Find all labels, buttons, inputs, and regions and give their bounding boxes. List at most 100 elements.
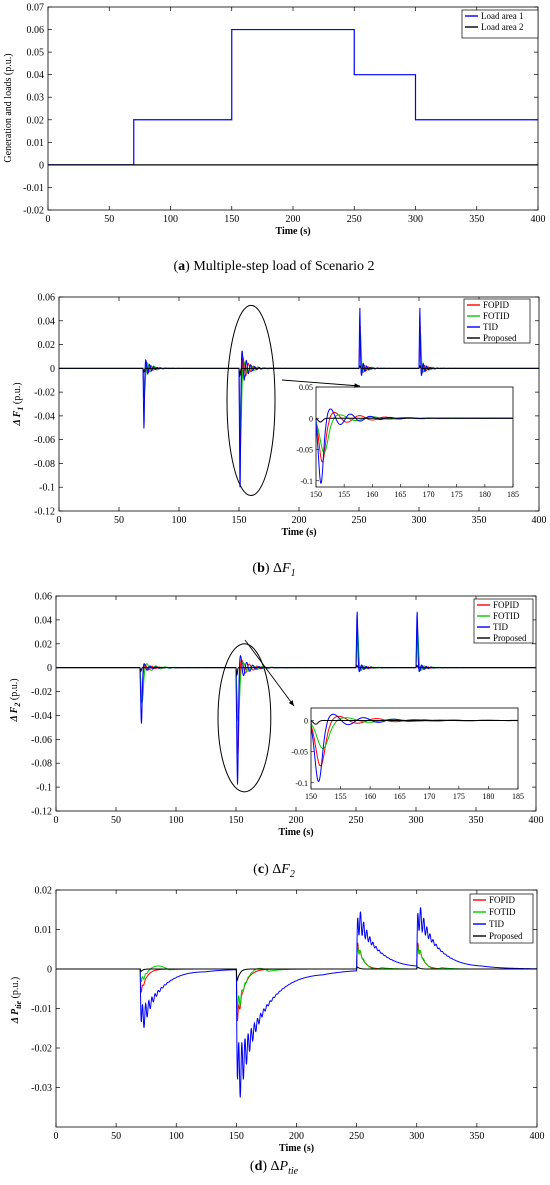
panel-b-inset-xtick-label: 160 (366, 490, 378, 499)
panel-b-legend-label: FOPID (483, 300, 510, 310)
panel-b-ytick-label: -0.1 (39, 483, 55, 494)
panel-c-zoom-arrowhead (288, 700, 294, 706)
panel-c-inset-ytick-label: 0 (304, 716, 308, 725)
panel-d-xtick-label: 0 (54, 1131, 59, 1142)
panel-a-legend-label: Load area 2 (481, 22, 523, 32)
panel-a-xtick-label: 200 (286, 214, 301, 225)
panel-c-inset-xtick-label: 170 (423, 792, 435, 801)
panel-b-caption: (b) ΔF1 (252, 561, 295, 579)
panel-a-xlabel: Time (s) (275, 226, 310, 237)
panel-b-xtick-label: 350 (472, 515, 487, 526)
panel-c-highlight-ellipse (217, 643, 272, 793)
panel-a-ytick-label: 0.07 (27, 3, 45, 14)
panel-c-xtick-label: 150 (229, 815, 244, 826)
panel-b-inset-frame (315, 386, 514, 488)
panel-d-ytick-label: 0.01 (35, 925, 53, 936)
panel-b-plot-area (59, 307, 539, 488)
panel-c-inset-ytick-label: -0.05 (291, 748, 308, 757)
panel-a-xtick-label: 0 (46, 214, 51, 225)
panel-d-legend-label: FOPID (489, 895, 516, 905)
panel-a-plot-area (48, 28, 538, 166)
panel-a-xtick-label: 100 (163, 214, 178, 225)
panel-a-xtick-label: 350 (469, 214, 484, 225)
panel-b-xtick-label: 300 (412, 515, 427, 526)
panel-b-inset-ytick-label: -0.05 (296, 446, 313, 455)
panel-a-ytick-label: 0.01 (27, 138, 45, 149)
panel-a: 0 50 100 150 200 250 300 350 400 -0.02 -0.01 0 0.01 0… (3, 3, 546, 275)
panel-d-ytick-label: -0.02 (31, 1044, 52, 1055)
panel-a-ytick-label: 0.04 (27, 70, 45, 81)
panel-c: 0 50 100 150 200 250 300 350 400 -0.12 -0.1 -0.08 -0… (9, 592, 544, 881)
panel-b-xtick-label: 400 (532, 515, 547, 526)
panel-c-inset-xtick-label: 175 (453, 792, 465, 801)
panel-c-xtick-label: 400 (529, 815, 544, 826)
panel-d-axes-frame (55, 889, 538, 1128)
panel-b-ytick-label: -0.04 (34, 411, 55, 422)
panel-b-ytick-label: 0 (50, 364, 55, 375)
panel-b-highlight-ellipse (226, 304, 276, 497)
panel-a-xtick-label: 150 (224, 214, 239, 225)
panel-c-xtick-label: 300 (409, 815, 424, 826)
panel-a-ytick-label: 0.03 (27, 93, 45, 104)
panel-c-xtick-label: 0 (54, 815, 59, 826)
panel-c-ytick-label: 0.06 (35, 592, 53, 603)
panel-c-legend-label: Proposed (493, 633, 527, 643)
panel-a-ytick-label: 0.02 (27, 115, 45, 126)
panel-b-xtick-label: 50 (114, 515, 124, 526)
panel-c-legend-label: TID (493, 622, 508, 632)
panel-a-series-load-area-1 (48, 28, 538, 166)
panel-c-xtick-label: 50 (111, 815, 121, 826)
panel-b-xtick-label: 200 (292, 515, 307, 526)
panel-b-inset-xtick-label: 165 (394, 490, 406, 499)
panel-b-inset-xtick-label: 185 (507, 490, 519, 499)
panel-c-inset-plot (311, 713, 518, 783)
panel-c-legend-label: FOPID (493, 600, 520, 610)
panel-c-legend (473, 598, 534, 644)
panel-b-inset-ytick-label: 0 (309, 414, 313, 423)
panel-a-ytick-label: 0 (39, 160, 44, 171)
panel-c-caption: (c) ΔF2 (253, 862, 295, 880)
panel-c-xlabel: Time (s) (278, 827, 313, 838)
panel-a-xtick-label: 250 (347, 214, 362, 225)
panel-c-inset-ytick-label: -0.1 (295, 779, 308, 788)
panel-b-xtick-label: 0 (57, 515, 62, 526)
panel-d-xtick-label: 200 (289, 1131, 304, 1142)
panel-d-ytick-label: -0.03 (31, 1083, 52, 1094)
panel-a-xtick-label: 300 (408, 214, 423, 225)
panel-c-ytick-label: -0.1 (36, 783, 52, 794)
panel-a-ytick-label: 0.06 (27, 25, 45, 36)
panel-b-ytick-label: -0.12 (34, 507, 55, 518)
panel-a-ytick-label: -0.02 (23, 206, 44, 217)
panel-b-xtick-label: 100 (172, 515, 187, 526)
panel-d-xtick-label: 350 (469, 1131, 484, 1142)
panel-d-xtick-label: 400 (530, 1131, 545, 1142)
panel-c-ytick-label: -0.02 (31, 687, 52, 698)
panel-b-inset-xtick-label: 180 (479, 490, 491, 499)
panel-c-ylabel: Δ F2 (p.u.) (9, 678, 22, 722)
panel-c-plot-area (56, 611, 536, 785)
panel-d-ytick-label: 0 (47, 965, 52, 976)
panel-b-inset-plot (316, 408, 513, 484)
panel-d-series-fotid (56, 946, 537, 1011)
panel-b-legend-label: TID (483, 322, 498, 332)
panel-c-ytick-label: -0.08 (31, 759, 52, 770)
panel-c-inset-xtick-label: 160 (364, 792, 376, 801)
panel-a-ytick-label: 0.05 (27, 48, 45, 59)
panel-d-xlabel: Time (s) (279, 1143, 314, 1154)
panel-d-legend-label: Proposed (489, 931, 523, 941)
panel-c-xtick-label: 350 (469, 815, 484, 826)
panel-b-zoom-arrow (281, 379, 361, 387)
panel-c-inset-xtick-label: 165 (394, 792, 406, 801)
panel-b-inset-xtick-label: 155 (338, 490, 350, 499)
panel-d-xtick-label: 150 (229, 1131, 244, 1142)
panel-b-ytick-label: 0.02 (38, 340, 56, 351)
panel-b-ylabel: Δ F1 (p.u.) (12, 382, 25, 426)
panel-b-xtick-label: 250 (352, 515, 367, 526)
panel-c-inset-xtick-label: 150 (305, 792, 317, 801)
panel-b: 0 50 100 150 200 250 300 350 400 -0.12 -0.1 -0.08 -0… (12, 293, 547, 580)
panel-d-legend (469, 893, 534, 944)
panel-b-series-proposed (59, 365, 539, 378)
panel-a-legend (461, 9, 539, 39)
panel-c-xtick-label: 250 (349, 815, 364, 826)
panel-a-xtick-label: 400 (531, 214, 546, 225)
